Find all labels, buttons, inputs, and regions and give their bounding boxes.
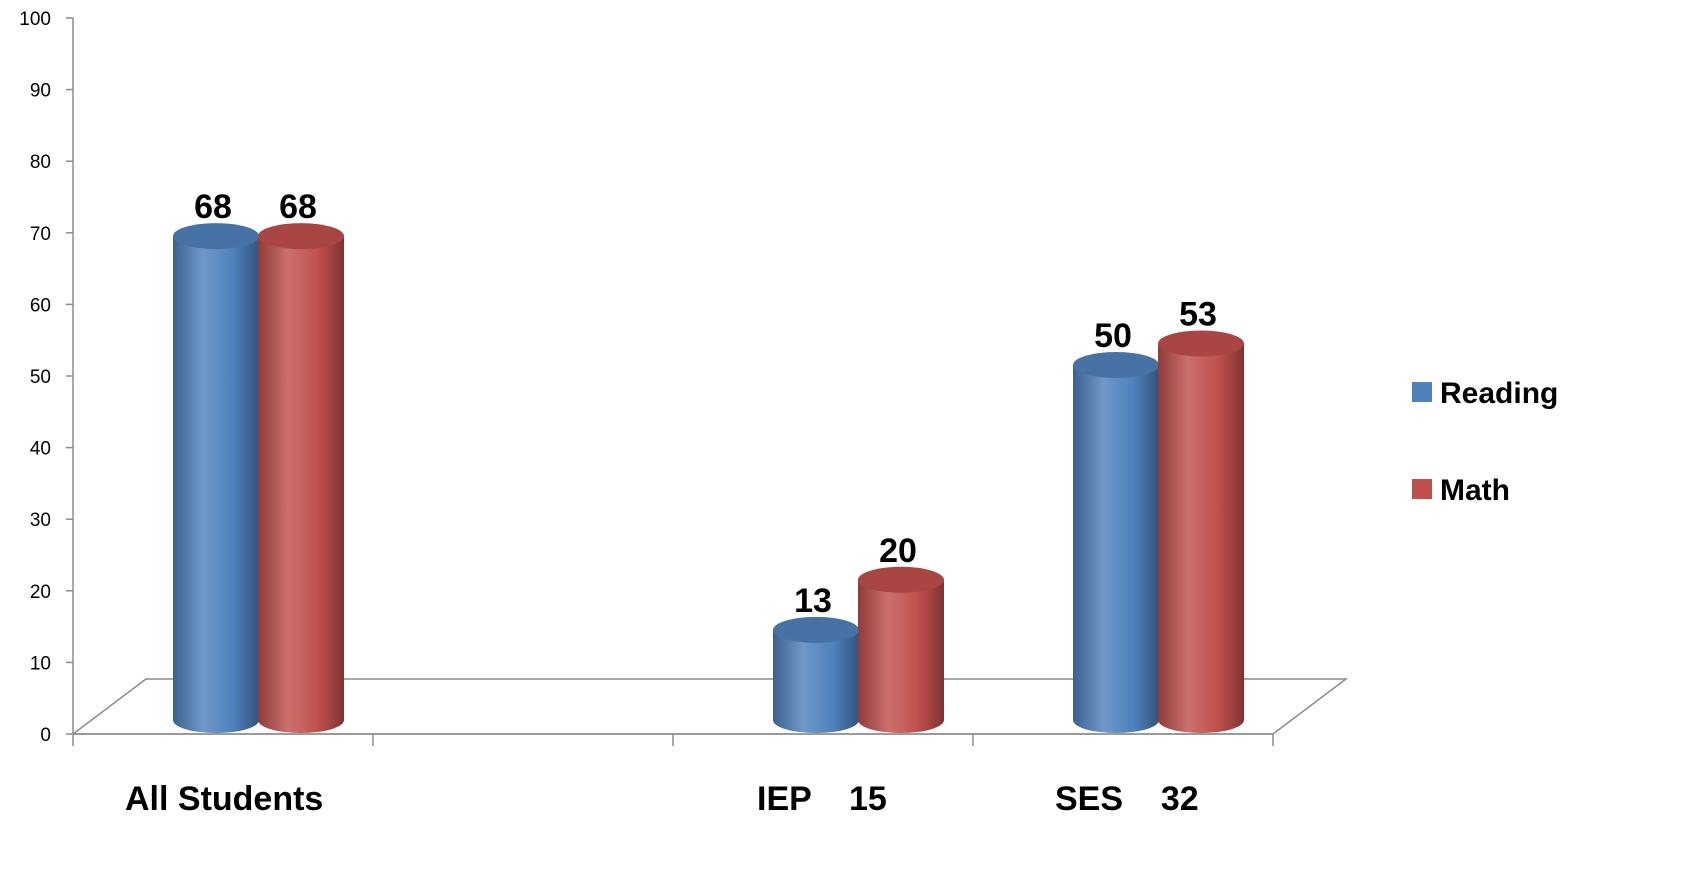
bar-reading	[1073, 352, 1159, 733]
y-tick-label: 70	[30, 224, 51, 245]
legend-item-math: Math	[1412, 474, 1510, 507]
y-tick-label: 10	[30, 653, 51, 674]
bar-reading	[173, 223, 259, 733]
legend: Reading Math	[1412, 377, 1558, 507]
legend-label: Math	[1440, 474, 1510, 507]
bars	[173, 223, 1244, 733]
bar-math	[858, 566, 944, 733]
y-tick-label: 30	[30, 510, 51, 531]
y-tick-label: 0	[40, 725, 51, 746]
data-label-math: 20	[879, 532, 917, 570]
y-axis: 0 10 20 30 40 50 60 70 80 90 100	[19, 9, 74, 746]
legend-swatch	[1412, 479, 1432, 499]
legend-item-reading: Reading	[1412, 377, 1558, 410]
data-labels: 68 13 50 68 20 53	[194, 188, 1217, 620]
x-category-label: All Students	[125, 780, 323, 818]
y-tick-label: 50	[30, 367, 51, 388]
y-tick-label: 60	[30, 295, 51, 316]
data-label-reading: 50	[1094, 317, 1132, 355]
y-tick-label: 40	[30, 439, 51, 460]
bar-math	[258, 223, 344, 733]
bar-math	[1158, 330, 1244, 733]
data-label-math: 68	[279, 188, 317, 226]
y-tick-label: 100	[19, 9, 51, 30]
y-tick-label: 80	[30, 152, 51, 173]
x-category-label: IEP 15	[757, 780, 887, 818]
data-label-reading: 13	[794, 582, 832, 620]
y-tick-label: 90	[30, 81, 51, 102]
legend-label: Reading	[1440, 377, 1558, 410]
x-category-label: SES 32	[1055, 780, 1199, 818]
data-label-reading: 68	[194, 188, 232, 226]
y-tick-label: 20	[30, 582, 51, 603]
data-label-math: 53	[1179, 296, 1217, 334]
legend-swatch	[1412, 382, 1432, 402]
bar-reading	[773, 616, 859, 733]
x-axis: All Students IEP 15 SES 32	[72, 733, 1274, 818]
